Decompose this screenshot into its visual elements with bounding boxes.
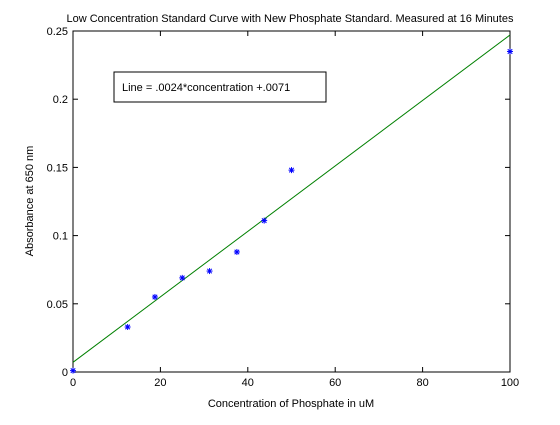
- x-tick-label: 80: [416, 377, 428, 389]
- y-tick-label: 0.25: [47, 26, 68, 38]
- fit-line-group: [72, 34, 511, 363]
- asterisk-stroke: [70, 368, 76, 374]
- asterisk-stroke: [125, 324, 131, 330]
- annotation-box: [113, 71, 327, 103]
- data-point: [233, 248, 240, 255]
- data-point: [151, 293, 158, 300]
- x-tick-label: 100: [501, 377, 519, 389]
- y-tick-label: 0.2: [53, 94, 68, 106]
- x-tick-label: 40: [242, 377, 254, 389]
- asterisk-stroke: [152, 294, 158, 300]
- annotation-text: Line = .0024*concentration +.0071: [122, 82, 290, 94]
- data-point: [206, 268, 213, 275]
- chart-title: Low Concentration Standard Curve with Ne…: [67, 13, 514, 25]
- asterisk-stroke: [288, 167, 295, 173]
- y-tick-label: 0.15: [47, 162, 68, 174]
- asterisk-stroke: [234, 249, 240, 255]
- x-axis-label: Concentration of Phosphate in uM: [208, 398, 374, 410]
- data-point: [124, 323, 131, 330]
- data-point: [507, 48, 513, 55]
- asterisk-stroke: [507, 48, 513, 55]
- data-points-group: [70, 48, 513, 374]
- asterisk-stroke: [261, 217, 267, 224]
- x-tick-label: 20: [154, 377, 166, 389]
- data-point: [179, 274, 186, 281]
- y-tick-label: 0: [62, 367, 68, 379]
- asterisk-stroke: [206, 268, 213, 274]
- data-point: [288, 167, 295, 174]
- asterisk-stroke: [179, 275, 185, 281]
- equation-annotation: Line = .0024*concentration +.0071: [113, 71, 327, 103]
- y-axis-label: Absorbance at 650 nm: [24, 146, 36, 257]
- x-tick-label: 0: [70, 377, 76, 389]
- tick-group: 0 20 40 60 80 100 0 0.05 0.1 0.15 0.2 0.25: [47, 26, 520, 389]
- fit-line: [72, 34, 511, 363]
- x-tick-label: 60: [329, 377, 341, 389]
- y-tick-label: 0.05: [47, 299, 68, 311]
- data-point: [70, 367, 76, 374]
- y-tick-label: 0.1: [53, 231, 68, 243]
- data-point: [261, 217, 268, 224]
